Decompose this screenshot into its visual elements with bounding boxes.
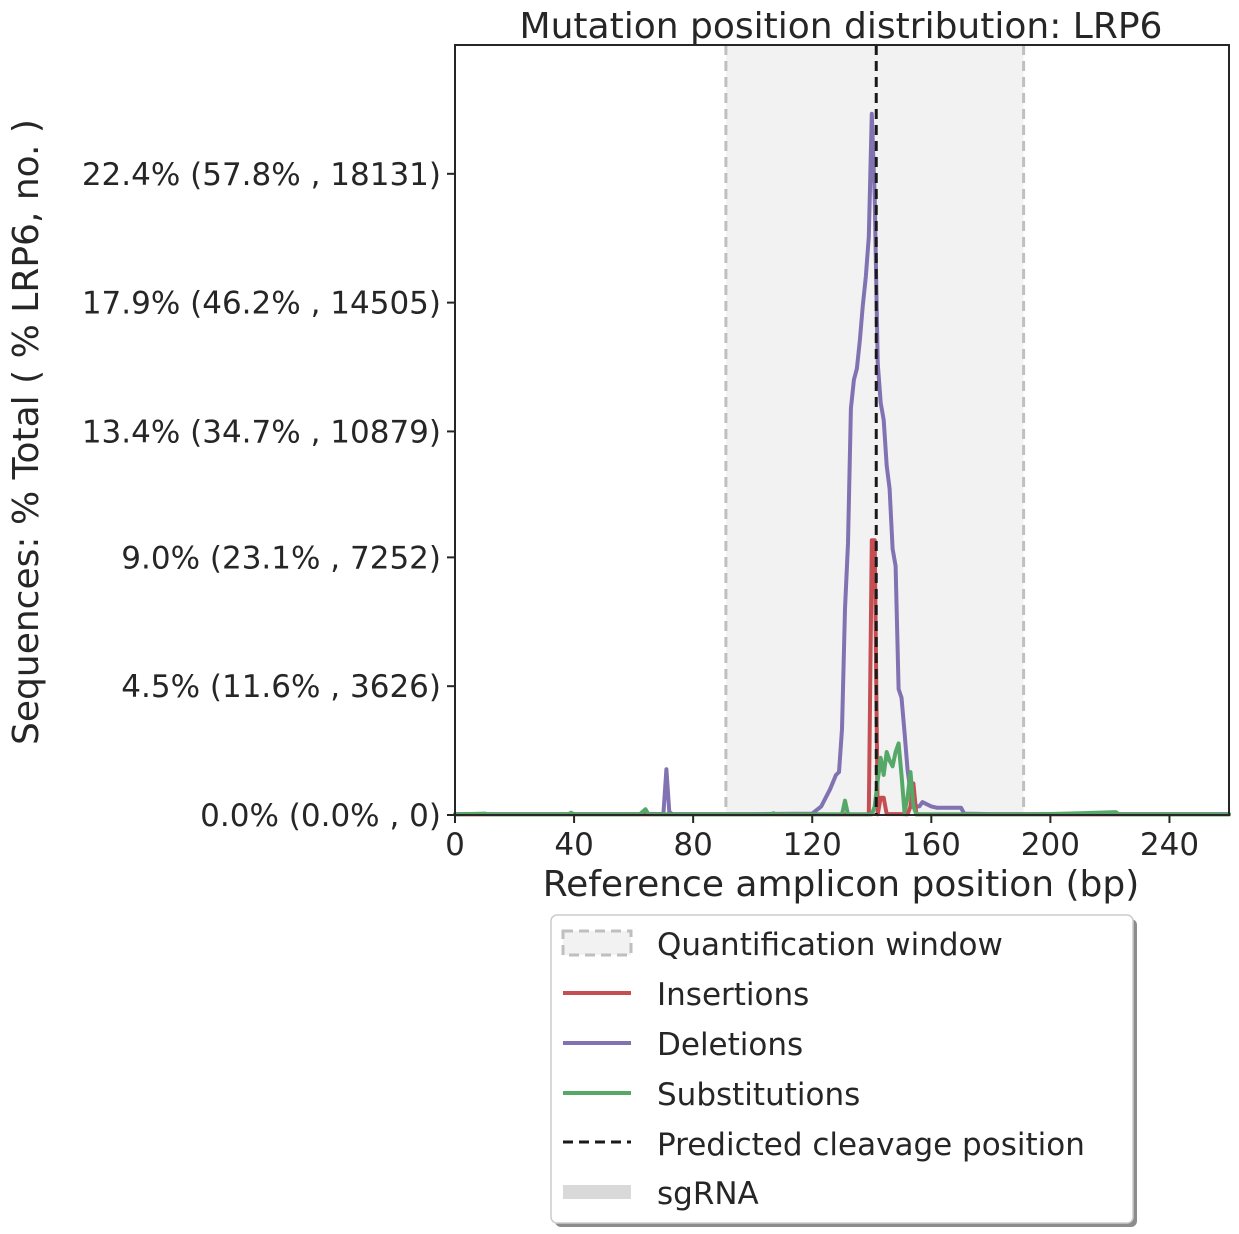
legend-label-insertions: Insertions xyxy=(657,977,809,1013)
chart-title: Mutation position distribution: LRP6 xyxy=(520,6,1163,47)
x-tick-label: 40 xyxy=(554,827,593,863)
legend-label-substitutions: Substitutions xyxy=(657,1077,860,1113)
legend-label-deletions: Deletions xyxy=(657,1027,803,1063)
x-tick-label: 200 xyxy=(1021,827,1080,863)
y-axis-label: Sequences: % Total ( % LRP6, no. ) xyxy=(6,119,47,745)
legend-label-window: Quantification window xyxy=(657,927,1003,963)
x-tick-label: 160 xyxy=(902,827,961,863)
series-line-deletions xyxy=(453,111,1231,817)
x-tick-label: 120 xyxy=(783,827,842,863)
y-tick-label: 17.9% (46.2% , 14505) xyxy=(82,286,441,322)
x-tick-label: 0 xyxy=(445,827,465,863)
y-axis-ticks: 0.0% (0.0% , 0) 4.5% (11.6% , 3626) 9.0% (… xyxy=(82,157,455,834)
legend-swatch-sgrna xyxy=(563,1185,631,1199)
plot-frame xyxy=(454,44,1230,816)
x-axis-ticks: 0 40 80 120 160 200 240 xyxy=(445,815,1199,863)
legend-box xyxy=(550,914,1134,1224)
y-tick-label: 22.4% (57.8% , 18131) xyxy=(82,157,441,193)
legend-label-cleavage: Predicted cleavage position xyxy=(657,1127,1085,1163)
x-tick-label: 80 xyxy=(673,827,712,863)
y-tick-label: 9.0% (23.1% , 7252) xyxy=(121,540,441,576)
legend-swatch-window xyxy=(561,929,633,957)
y-tick-label: 0.0% (0.0% , 0) xyxy=(200,798,441,834)
y-tick-label: 13.4% (34.7% , 10879) xyxy=(82,414,441,450)
legend-label-sgrna: sgRNA xyxy=(657,1176,759,1212)
legend: Quantification window Insertions Deletio… xyxy=(550,914,1137,1227)
x-tick-label: 240 xyxy=(1140,827,1199,863)
x-axis-label: Reference amplicon position (bp) xyxy=(543,864,1140,905)
y-tick-label: 4.5% (11.6% , 3626) xyxy=(121,669,441,705)
